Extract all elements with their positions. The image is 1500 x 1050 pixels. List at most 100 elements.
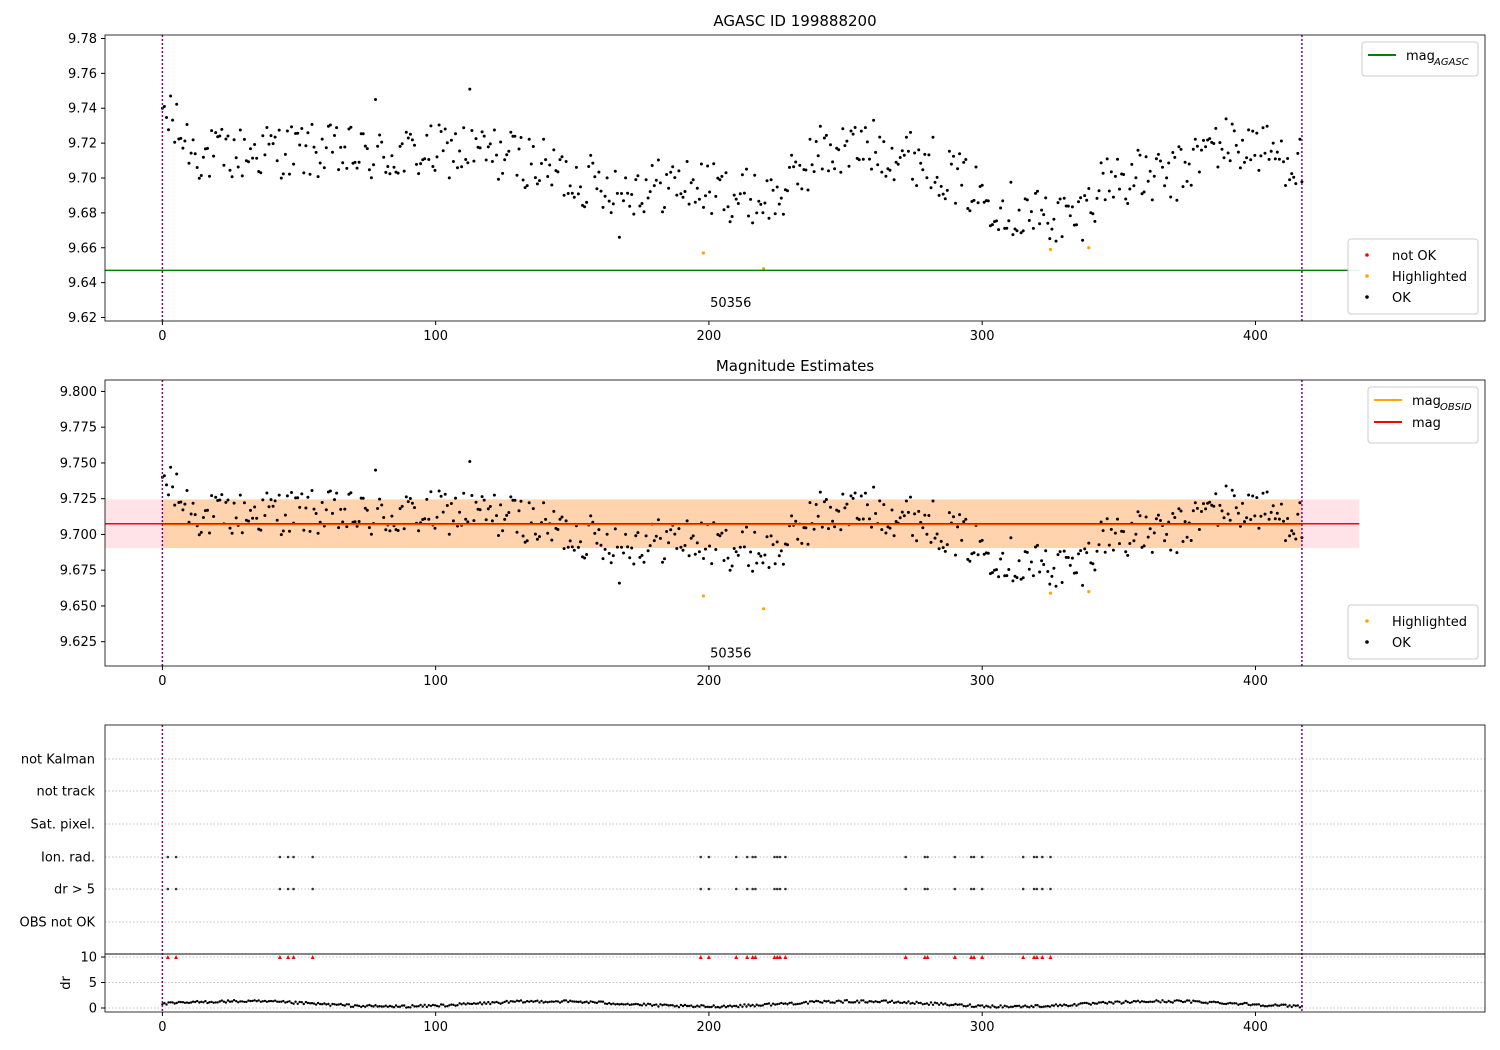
dr-point <box>263 999 267 1003</box>
ok-point <box>1081 238 1085 242</box>
dr-point <box>1179 999 1183 1003</box>
ok-point <box>650 164 654 167</box>
y-tick-label: 9.62 <box>68 311 97 326</box>
ok-point <box>1152 531 1156 535</box>
y-tick-label: 9.650 <box>60 599 97 614</box>
ok-point <box>947 149 951 153</box>
dr-point <box>163 1001 166 1005</box>
ok-point <box>1027 219 1031 222</box>
dr-point <box>1276 1004 1279 1007</box>
dr-point <box>1144 1000 1148 1004</box>
ok-point <box>1284 539 1287 543</box>
dr-point <box>860 999 863 1002</box>
dr-point <box>198 1001 201 1004</box>
ok-point <box>861 517 865 521</box>
dr-point <box>577 1000 580 1004</box>
ok-point <box>736 553 740 557</box>
ok-point <box>361 496 365 500</box>
ok-point <box>259 528 263 532</box>
dr-point <box>737 1005 740 1009</box>
ok-point <box>747 564 750 568</box>
x-tick-label: 100 <box>423 1020 448 1035</box>
ok-point <box>884 174 888 178</box>
ok-point <box>1183 160 1187 164</box>
ok-point <box>183 139 187 143</box>
flag-label: Sat. pixel. <box>31 818 95 833</box>
x-tick-label: 0 <box>158 329 166 344</box>
dr-point <box>694 1005 697 1008</box>
dr-point <box>913 1002 916 1005</box>
dr-point <box>935 1002 939 1005</box>
dr-point <box>796 1002 799 1006</box>
dr-point <box>667 1004 670 1007</box>
ok-point <box>726 205 730 209</box>
dr-point <box>626 1002 629 1005</box>
ok-point <box>333 498 336 502</box>
ok-point <box>1091 562 1095 566</box>
dr-point <box>357 1004 361 1008</box>
ok-point <box>556 528 560 531</box>
ok-point <box>503 517 507 521</box>
ok-point <box>1296 512 1300 516</box>
dr-point <box>503 1000 506 1004</box>
dr-point <box>216 1001 219 1004</box>
ok-point <box>812 170 816 174</box>
ok-point <box>915 539 919 543</box>
dr-point <box>685 1004 689 1008</box>
dr-point <box>1026 1005 1029 1008</box>
ok-point <box>339 145 343 149</box>
legend-point-swatch <box>1365 295 1369 299</box>
ok-point <box>544 158 548 162</box>
ok-point <box>1046 570 1050 573</box>
ok-point <box>1068 214 1072 218</box>
ok-point <box>753 530 757 534</box>
ok-point <box>601 557 605 561</box>
ok-point <box>894 520 898 523</box>
ok-point <box>829 143 832 147</box>
dr-point <box>1224 1002 1228 1006</box>
dr-point <box>226 999 230 1002</box>
dr-point <box>380 1005 383 1008</box>
ok-point <box>1243 520 1246 524</box>
ok-point <box>1263 512 1267 516</box>
ok-point <box>218 498 222 502</box>
ok-point <box>1015 576 1019 580</box>
dr-point <box>1153 1000 1156 1003</box>
dr-point <box>831 1001 834 1004</box>
y-tick-label: 9.64 <box>68 276 97 291</box>
ok-point <box>406 136 410 140</box>
dr-point <box>659 1003 662 1006</box>
obsid-label: 50356 <box>710 296 751 311</box>
ok-point <box>316 531 320 535</box>
ok-point <box>642 210 646 214</box>
ok-point <box>316 175 320 179</box>
ok-point <box>628 204 632 208</box>
ok-point <box>392 165 396 169</box>
ok-point <box>759 554 763 558</box>
ok-point <box>1056 553 1060 557</box>
ok-point <box>859 494 863 498</box>
ok-point <box>1193 501 1197 505</box>
ok-point <box>999 557 1003 561</box>
dr-point <box>1188 999 1191 1002</box>
dr-outlier-marker <box>698 955 703 959</box>
ok-point <box>208 174 211 178</box>
dr-point <box>1048 1005 1052 1008</box>
ok-point <box>806 188 810 192</box>
dr-point <box>1058 1003 1062 1006</box>
dr-point <box>521 1001 525 1004</box>
dr-point <box>339 1002 342 1006</box>
ok-point <box>1185 535 1189 539</box>
dr-point <box>944 1002 947 1005</box>
flag-marker <box>1041 887 1044 891</box>
ok-point <box>240 174 244 178</box>
dr-outlier-marker <box>1032 955 1037 959</box>
ok-point <box>1243 160 1246 164</box>
dr-point <box>196 999 199 1003</box>
ok-point <box>314 150 318 154</box>
ok-point <box>736 202 740 205</box>
ok-point <box>247 160 250 164</box>
ok-point <box>495 153 498 157</box>
dr-point <box>671 1004 674 1007</box>
